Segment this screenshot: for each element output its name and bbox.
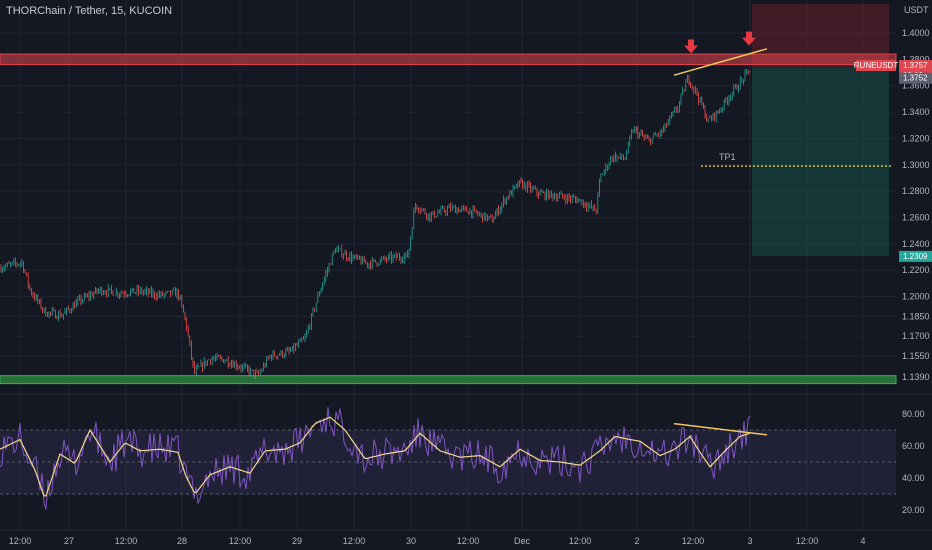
rsi-ma-line	[0, 416, 751, 497]
price-tick-label: 1.1700	[902, 331, 930, 341]
price-tick-label: 1.1390	[902, 372, 930, 382]
price-tick-label: 1.3200	[902, 133, 930, 143]
x-tick-label: 12:00	[9, 536, 32, 546]
take-profit-zone	[752, 67, 889, 256]
price-tick-label: 1.3800	[902, 54, 930, 64]
x-tick-label: 12:00	[457, 536, 480, 546]
price-tick-label: 1.4000	[902, 28, 930, 38]
tp1-label: TP1	[719, 152, 736, 162]
resistance-zone	[0, 53, 897, 66]
symbol-tag: RUNEUSDT	[854, 61, 899, 70]
x-tick-label: 29	[292, 536, 302, 546]
price-trendline	[673, 48, 768, 76]
price-tick-label: 1.2200	[902, 265, 930, 275]
bid-price-tag: 1.3752	[903, 74, 928, 83]
price-tick-label: 1.2400	[902, 239, 930, 249]
x-tick-label: 12:00	[343, 536, 366, 546]
price-tick-label: 1.2000	[902, 292, 930, 302]
price-tick-label: 1.1550	[902, 351, 930, 361]
axis-currency-label: USDT	[904, 5, 929, 15]
x-tick-label: Dec	[514, 536, 531, 546]
price-tick-label: 1.2800	[902, 186, 930, 196]
price-tick-label: 1.3400	[902, 107, 930, 117]
arrow-down-icon	[684, 39, 698, 54]
x-tick-label: 12:00	[796, 536, 819, 546]
rsi-trendline	[673, 422, 768, 436]
price-tick-label: 1.1850	[902, 311, 930, 321]
x-tick-label: 28	[177, 536, 187, 546]
target-price-tag-bg	[899, 250, 932, 262]
last-price-tag: 1.3757	[903, 61, 928, 70]
x-tick-label: 12:00	[229, 536, 252, 546]
rsi-line	[0, 407, 751, 510]
symbol-tag-bg	[856, 60, 896, 72]
x-tick-label: 2	[634, 536, 639, 546]
x-tick-label: 3	[747, 536, 752, 546]
bid-price-tag-bg	[899, 72, 932, 84]
price-tick-label: 1.3000	[902, 160, 930, 170]
support-zone	[0, 375, 897, 385]
rsi-tick-label: 80.00	[902, 409, 925, 419]
x-tick-label: 12:00	[115, 536, 138, 546]
rsi-tick-label: 20.00	[902, 505, 925, 515]
arrow-down-icon	[742, 31, 756, 46]
x-tick-label: 4	[860, 536, 865, 546]
x-tick-label: 12:00	[569, 536, 592, 546]
x-tick-label: 12:00	[682, 536, 705, 546]
rsi-tick-label: 40.00	[902, 473, 925, 483]
rsi-tick-label: 60.00	[902, 441, 925, 451]
price-tick-label: 1.2600	[902, 213, 930, 223]
x-tick-label: 27	[64, 536, 74, 546]
chart-title: THORChain / Tether, 15, KUCOIN	[6, 5, 173, 17]
x-tick-label: 30	[406, 536, 416, 546]
target-price-tag: 1.2309	[903, 252, 928, 261]
price-tick-label: 1.3600	[902, 81, 930, 91]
